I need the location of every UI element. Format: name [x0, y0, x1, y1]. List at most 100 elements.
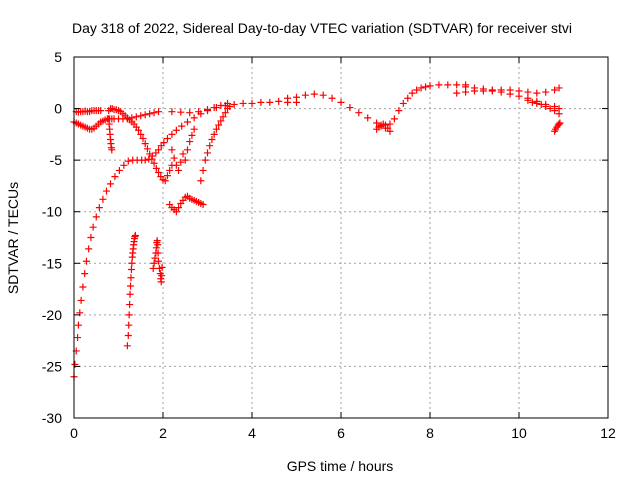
data-point	[168, 130, 176, 138]
data-point	[399, 99, 407, 107]
data-point	[204, 149, 211, 157]
series-dip-2.1-to-2.9h	[166, 192, 207, 216]
x-tick-label: 6	[337, 425, 345, 441]
data-point	[137, 130, 145, 138]
data-point	[386, 120, 394, 128]
data-point	[97, 107, 105, 115]
data-point	[161, 177, 169, 185]
data-point	[546, 105, 554, 113]
data-point	[355, 109, 363, 117]
series-flat-2.2-to-5h	[168, 97, 300, 117]
data-point	[190, 114, 198, 122]
data-point	[239, 99, 247, 107]
data-point	[150, 259, 158, 267]
series-right-8.8-to-10.9h	[462, 83, 563, 113]
data-point	[155, 146, 163, 154]
data-point	[551, 107, 559, 115]
data-point	[488, 87, 496, 95]
data-point	[152, 164, 160, 172]
data-point	[408, 89, 416, 97]
data-point	[266, 98, 274, 106]
data-point	[506, 86, 514, 94]
data-point	[188, 131, 196, 139]
series-cluster-1.2h	[123, 231, 139, 350]
data-point	[179, 150, 187, 158]
data-point	[199, 166, 207, 174]
data-point	[175, 166, 183, 174]
data-point	[555, 84, 563, 92]
data-point	[542, 103, 550, 111]
data-point	[528, 98, 536, 106]
series-main-5-to-8.8h	[284, 81, 470, 132]
data-point	[141, 111, 149, 119]
data-point	[120, 161, 128, 169]
data-point	[413, 86, 421, 94]
data-point	[128, 259, 136, 267]
data-point	[524, 96, 532, 104]
data-point	[139, 134, 147, 142]
y-tick-label: -25	[42, 358, 62, 374]
data-point	[426, 82, 434, 90]
grid	[74, 57, 608, 418]
data-point	[124, 157, 132, 165]
data-point	[141, 156, 149, 164]
data-point	[515, 87, 523, 95]
data-point	[453, 89, 461, 97]
data-point	[115, 166, 123, 174]
data-point	[453, 81, 461, 89]
data-point	[135, 126, 143, 134]
data-point	[210, 130, 218, 138]
series-upper-left-near-zero	[72, 107, 105, 116]
data-point	[137, 112, 145, 120]
data-point	[111, 173, 119, 181]
series-drop-0.8h	[105, 115, 116, 154]
data-point	[337, 98, 345, 106]
data-point	[163, 172, 171, 180]
y-tick-label: -20	[42, 307, 62, 323]
axis-ticks: 0 2 4 6 8 10 12 -30 -25 -20 -15 -10 -5 0 5	[42, 49, 616, 441]
y-tick-label: -15	[42, 255, 62, 271]
data-point	[462, 88, 470, 96]
series-hump-0.8-to-2.2h	[105, 105, 176, 185]
data-point	[127, 282, 135, 290]
data-point	[444, 81, 452, 89]
series-tail-10.8h	[551, 119, 564, 135]
data-point	[319, 91, 327, 99]
data-point	[168, 146, 176, 154]
series-segment-6.8-to-7.1h	[373, 120, 394, 135]
data-point	[125, 321, 133, 329]
data-point	[257, 98, 265, 106]
data-point	[102, 187, 110, 195]
data-point	[150, 109, 158, 117]
x-tick-label: 0	[70, 425, 78, 441]
data-point	[160, 139, 168, 147]
data-point	[293, 93, 300, 101]
data-point	[124, 331, 132, 339]
data-point	[151, 254, 159, 262]
data-point	[206, 142, 214, 150]
data-point	[390, 115, 398, 123]
data-point	[82, 257, 90, 265]
data-point	[533, 89, 541, 97]
data-point	[346, 104, 354, 112]
data-point	[172, 208, 180, 216]
data-point	[221, 109, 229, 117]
data-point	[131, 231, 139, 239]
data-point	[284, 94, 292, 102]
data-point	[373, 119, 381, 127]
data-point	[158, 272, 166, 280]
series-upper-left-0-to-1.9h	[70, 108, 163, 133]
data-point	[125, 311, 133, 319]
data-point	[555, 110, 563, 118]
data-point	[471, 87, 478, 95]
data-point	[74, 321, 82, 329]
y-tick-label: -10	[42, 204, 62, 220]
data-point	[148, 155, 156, 163]
data-point	[183, 146, 191, 154]
data-point	[551, 86, 559, 94]
data-points	[70, 81, 564, 381]
data-point	[204, 106, 211, 114]
series-right-upper-8.6-to-10.9h	[453, 84, 563, 97]
